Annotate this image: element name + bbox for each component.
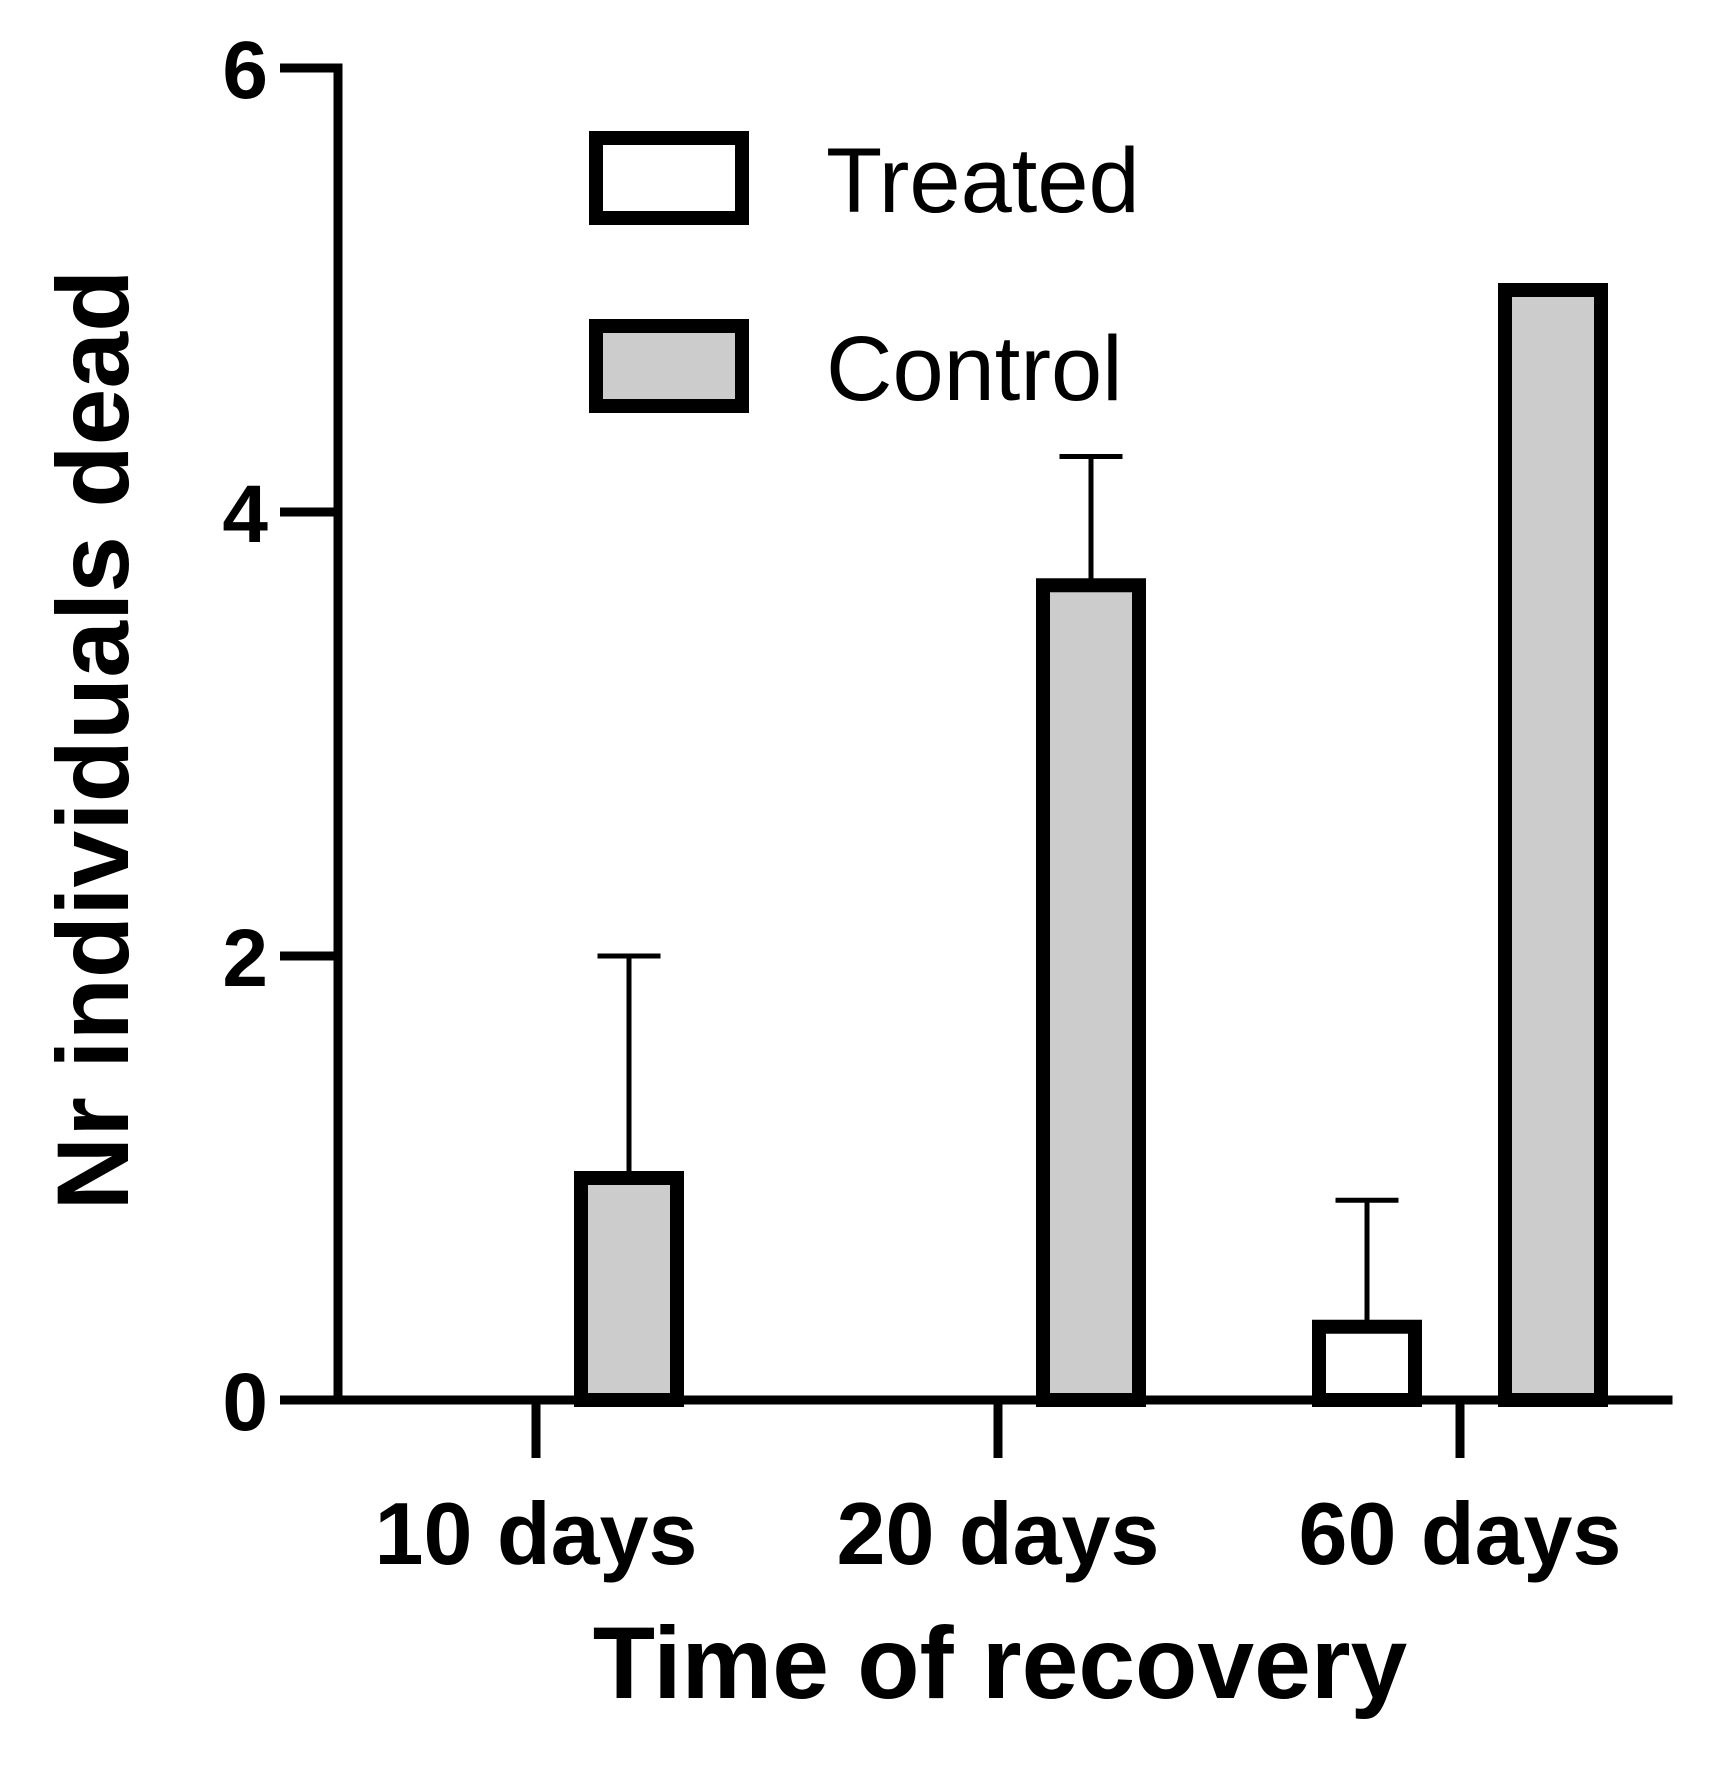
- x-tick-label-20-days: 20 days: [837, 1484, 1160, 1583]
- legend-label-control: Control: [826, 318, 1123, 420]
- legend: Treated Control: [589, 130, 1140, 420]
- y-axis-title: Nr individuals dead: [36, 270, 150, 1211]
- bar-control-60-days: [1498, 283, 1608, 1407]
- y-tick-label-0: 0: [222, 1357, 268, 1448]
- x-tick-label-10-days: 10 days: [375, 1484, 698, 1583]
- bar-control-10-days: [574, 1171, 684, 1407]
- x-axis-title: Time of recovery: [593, 1606, 1408, 1720]
- x-tick-label-60-days: 60 days: [1299, 1484, 1622, 1583]
- y-tick-label-4: 4: [222, 469, 268, 560]
- bar-treated-60-days: [1312, 1319, 1422, 1407]
- bar-control-20-days: [1036, 578, 1146, 1407]
- y-tick-label-2: 2: [222, 913, 268, 1004]
- y-tick-label-6: 6: [222, 25, 268, 116]
- legend-swatch-treated: [589, 131, 749, 225]
- legend-label-treated: Treated: [826, 130, 1140, 232]
- legend-swatch-control: [589, 319, 749, 413]
